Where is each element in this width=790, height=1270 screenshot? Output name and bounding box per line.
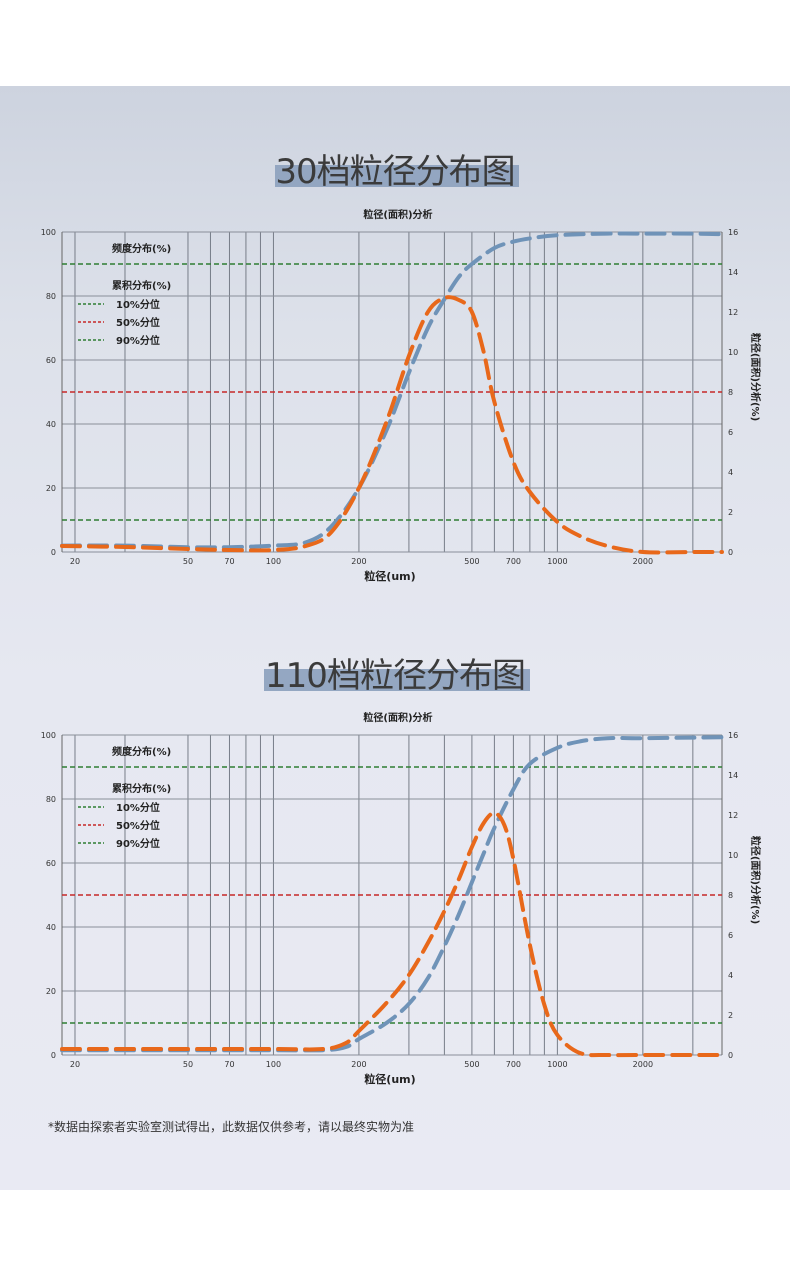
- y-right-tick-label: 10: [728, 851, 738, 860]
- legend-heading-frequency: 频度分布(%): [112, 242, 171, 255]
- y-left-tick-label: 20: [46, 484, 56, 493]
- x-axis-label: 粒径(um): [364, 569, 415, 583]
- x-tick-label: 100: [266, 1060, 281, 1069]
- y-right-tick-label: 0: [728, 548, 733, 557]
- x-tick-label: 500: [464, 1060, 479, 1069]
- legend-heading-cumulative: 累积分布(%): [112, 782, 171, 795]
- x-tick-label: 20: [70, 1060, 80, 1069]
- y-right-tick-label: 4: [728, 468, 733, 477]
- y-left-tick-label: 100: [41, 228, 56, 237]
- y-right-tick-label: 6: [728, 428, 733, 437]
- x-tick-label: 500: [464, 557, 479, 566]
- legend-item-label: 90%分位: [116, 334, 160, 347]
- x-tick-label: 100: [266, 557, 281, 566]
- y-right-tick-label: 0: [728, 1051, 733, 1060]
- y-right-tick-label: 6: [728, 931, 733, 940]
- y-axis-right-label: 粒径(面积)分析(%): [749, 333, 762, 421]
- y-right-tick-label: 14: [728, 268, 738, 277]
- x-tick-label: 70: [224, 557, 234, 566]
- legend-heading-frequency: 频度分布(%): [112, 745, 171, 758]
- section-title-2: 110档粒径分布图: [265, 656, 526, 696]
- x-tick-label: 200: [351, 1060, 366, 1069]
- background-panel: [0, 86, 790, 1190]
- y-left-tick-label: 100: [41, 731, 56, 740]
- chart-title: 粒径(面积)分析: [363, 711, 432, 724]
- y-axis-right-label: 粒径(面积)分析(%): [749, 836, 762, 924]
- frequency-series-line: [60, 295, 724, 555]
- y-left-tick-label: 0: [51, 548, 56, 557]
- x-tick-label: 1000: [547, 557, 567, 566]
- y-left-tick-label: 60: [46, 356, 56, 365]
- x-tick-label: 700: [506, 1060, 521, 1069]
- title-highlight-1: [275, 165, 519, 187]
- y-left-tick-label: 40: [46, 420, 56, 429]
- x-tick-label: 50: [183, 557, 193, 566]
- x-axis-label: 粒径(um): [364, 1072, 415, 1086]
- footnote: *数据由探索者实验室测试得出，此数据仅供参考，请以最终实物为准: [48, 1120, 415, 1134]
- y-right-tick-label: 8: [728, 891, 733, 900]
- y-right-tick-label: 12: [728, 308, 738, 317]
- frequency-series-line: [60, 811, 724, 1058]
- y-right-tick-label: 10: [728, 348, 738, 357]
- y-left-tick-label: 80: [46, 795, 56, 804]
- y-left-tick-label: 20: [46, 987, 56, 996]
- legend-item-label: 90%分位: [116, 837, 160, 850]
- x-tick-label: 2000: [633, 1060, 653, 1069]
- y-right-tick-label: 14: [728, 771, 738, 780]
- y-left-tick-label: 80: [46, 292, 56, 301]
- y-left-tick-label: 40: [46, 923, 56, 932]
- cumulative-series-line: [60, 231, 724, 550]
- y-right-tick-label: 4: [728, 971, 733, 980]
- legend-item-label: 50%分位: [116, 316, 160, 329]
- section-title-1: 30档粒径分布图: [275, 152, 515, 192]
- y-right-tick-label: 16: [728, 228, 738, 237]
- x-tick-label: 20: [70, 557, 80, 566]
- y-right-tick-label: 12: [728, 811, 738, 820]
- x-tick-label: 1000: [547, 1060, 567, 1069]
- legend-item-label: 10%分位: [116, 298, 160, 311]
- x-tick-label: 200: [351, 557, 366, 566]
- legend-heading-cumulative: 累积分布(%): [112, 279, 171, 292]
- y-right-tick-label: 8: [728, 388, 733, 397]
- legend-item-label: 50%分位: [116, 819, 160, 832]
- y-right-tick-label: 16: [728, 731, 738, 740]
- x-tick-label: 700: [506, 557, 521, 566]
- x-tick-label: 50: [183, 1060, 193, 1069]
- title-highlight-2: [264, 669, 530, 691]
- x-tick-label: 2000: [633, 557, 653, 566]
- x-tick-label: 70: [224, 1060, 234, 1069]
- chart-title: 粒径(面积)分析: [363, 208, 432, 221]
- y-right-tick-label: 2: [728, 1011, 733, 1020]
- y-right-tick-label: 2: [728, 508, 733, 517]
- y-left-tick-label: 60: [46, 859, 56, 868]
- legend-item-label: 10%分位: [116, 801, 160, 814]
- y-left-tick-label: 0: [51, 1051, 56, 1060]
